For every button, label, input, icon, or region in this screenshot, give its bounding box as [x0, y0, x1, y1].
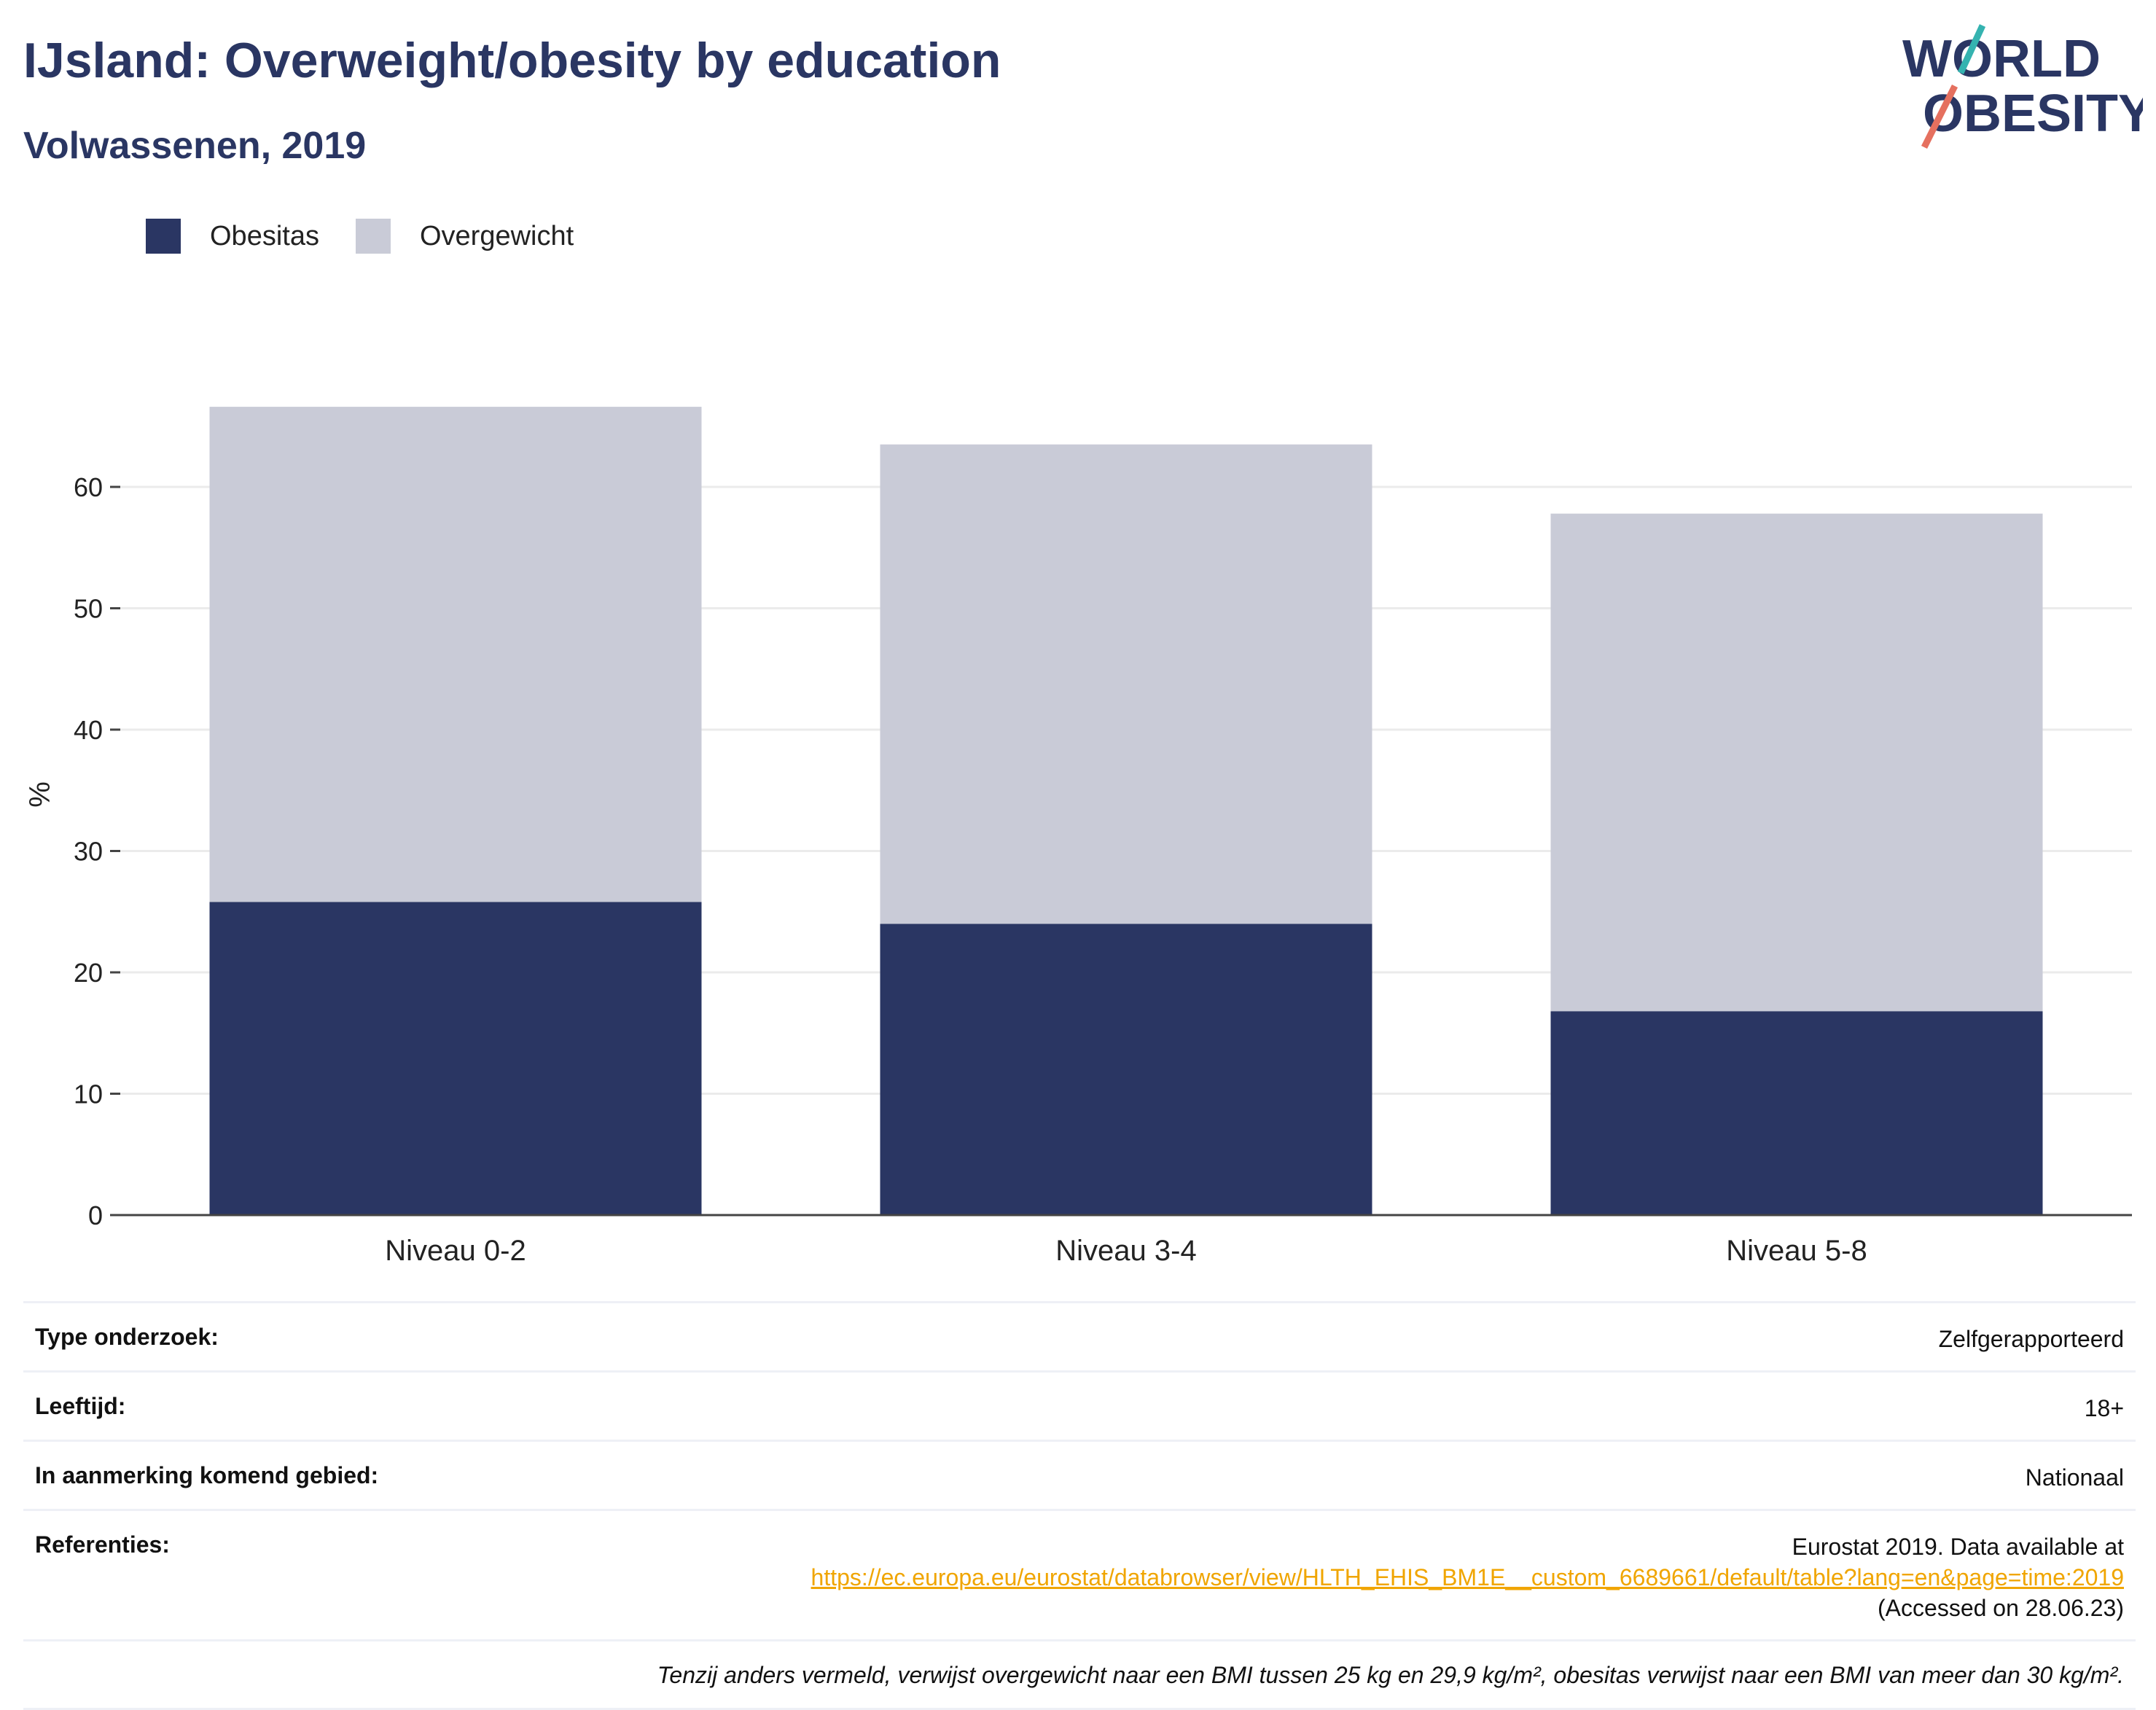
logo-line2: OBESITY	[1923, 85, 2143, 143]
info-value: Zelfgerapporteerd	[1938, 1326, 2124, 1352]
x-tick-label: Niveau 0-2	[385, 1235, 526, 1267]
world-obesity-logo: WORLD OBESITY	[1902, 24, 2143, 149]
bar-obesitas-1	[209, 902, 702, 1215]
legend-swatch-obesitas	[146, 219, 181, 254]
footnote: Tenzij anders vermeld, verwijst overgewi…	[23, 1639, 2136, 1710]
y-tick-label: 30	[74, 837, 103, 867]
references-value: Eurostat 2019. Data available at https:/…	[811, 1531, 2124, 1623]
chart-title: IJsland: Overweight/obesity by education	[23, 33, 1001, 88]
bar-obesitas-2	[880, 924, 1372, 1215]
x-tick-label: Niveau 5-8	[1726, 1235, 1867, 1267]
reference-link[interactable]: https://ec.europa.eu/eurostat/databrowse…	[811, 1564, 2124, 1590]
info-row-area: In aanmerking komend gebied: Nationaal	[23, 1440, 2136, 1509]
logo-slash-teal	[1957, 24, 1986, 74]
info-row-survey-type: Type onderzoek: Zelfgerapporteerd	[23, 1301, 2136, 1370]
bar-overgewicht-3	[1550, 513, 2043, 1012]
info-value: Nationaal	[2025, 1464, 2124, 1491]
info-row-references: Referenties: Eurostat 2019. Data availab…	[23, 1509, 2136, 1639]
legend-label-obesitas: Obesitas	[210, 220, 319, 251]
logo-line1: WORLD	[1902, 30, 2101, 88]
bar-chart: 0 10 20 30 40 50 60% Niveau 0-2 Niveau 3-4 Niveau…	[24, 407, 2132, 1267]
y-tick-label: 20	[74, 958, 103, 988]
logo-slash-red	[1921, 84, 1958, 149]
legend-item-overgewicht[interactable]: Overgewicht	[355, 219, 574, 254]
y-tick-label: 50	[74, 594, 103, 624]
bar-overgewicht-2	[880, 444, 1372, 924]
reference-accessed: (Accessed on 28.06.23)	[1878, 1595, 2124, 1621]
y-tick-label: 60	[74, 472, 103, 502]
legend-label-overgewicht: Overgewicht	[419, 220, 574, 251]
y-tick-label: 10	[74, 1080, 103, 1109]
info-key: Type onderzoek:	[35, 1324, 219, 1350]
info-key: Leeftijd:	[35, 1393, 126, 1419]
reference-text: Eurostat 2019. Data available at	[1792, 1534, 2124, 1560]
legend-swatch-overgewicht	[355, 219, 391, 254]
info-key: Referenties:	[35, 1531, 170, 1558]
info-table: Type onderzoek: Zelfgerapporteerd Leefti…	[23, 1301, 2136, 1710]
y-tick-label: 40	[74, 715, 103, 745]
info-row-age: Leeftijd: 18+	[23, 1370, 2136, 1440]
info-value: 18+	[2084, 1395, 2124, 1421]
bar-obesitas-3	[1550, 1011, 2043, 1215]
bar-overgewicht-1	[209, 407, 702, 902]
chart-legend: Obesitas Overgewicht	[146, 219, 610, 254]
info-key: In aanmerking komend gebied:	[35, 1462, 379, 1488]
legend-item-obesitas[interactable]: Obesitas	[146, 219, 319, 254]
y-axis-label: %	[24, 781, 56, 808]
x-tick-label: Niveau 3-4	[1055, 1235, 1196, 1267]
chart-subtitle: Volwassenen, 2019	[23, 125, 367, 167]
y-tick-label: 0	[88, 1200, 103, 1230]
